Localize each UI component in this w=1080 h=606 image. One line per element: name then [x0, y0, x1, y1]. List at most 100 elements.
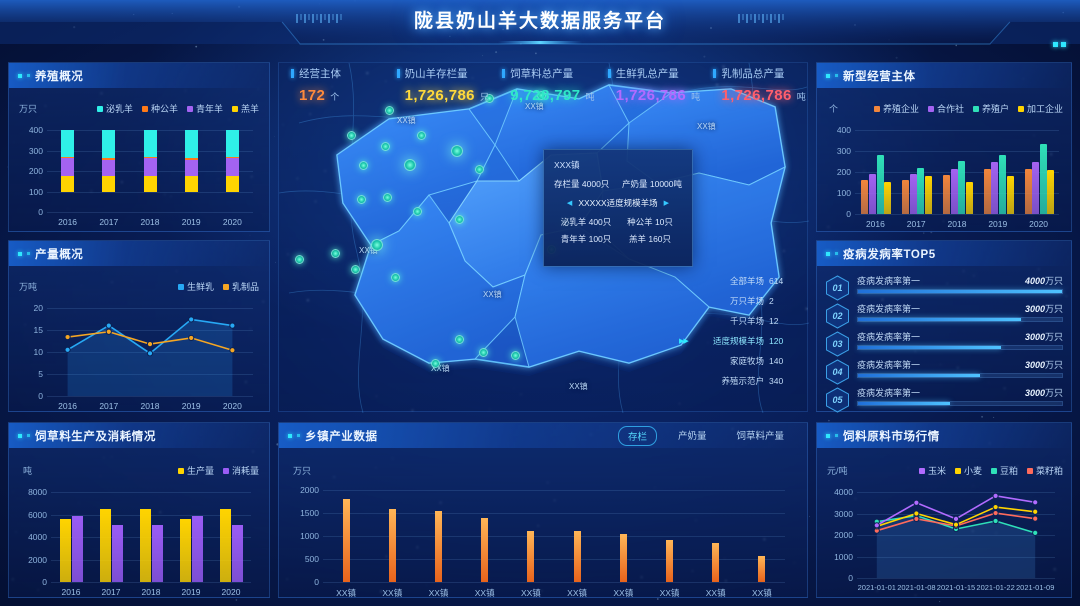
data-point[interactable] — [65, 334, 70, 339]
data-point[interactable] — [993, 504, 998, 509]
bar[interactable] — [343, 499, 350, 582]
map-marker-dot[interactable] — [455, 335, 464, 344]
map-marker-dot[interactable] — [347, 131, 356, 140]
map-marker-dot[interactable] — [295, 255, 304, 264]
bar[interactable] — [435, 511, 442, 582]
legend-item[interactable]: 加工企业 — [1018, 102, 1063, 115]
bar-segment[interactable] — [102, 176, 115, 192]
map-marker-dot[interactable] — [475, 165, 484, 174]
legend-item[interactable]: 养殖户 — [973, 102, 1009, 115]
data-point[interactable] — [189, 317, 194, 322]
bar[interactable] — [884, 182, 891, 214]
bar[interactable] — [1040, 144, 1047, 214]
legend-item[interactable]: 生产量 — [178, 464, 214, 477]
bar[interactable] — [910, 174, 917, 214]
data-point[interactable] — [1033, 509, 1038, 514]
rank-row[interactable]: 03 疫病发病率第一 3000万只 — [825, 330, 1063, 358]
data-point[interactable] — [953, 516, 958, 521]
map-stat-row[interactable]: 万只羊场 2 — [679, 291, 799, 311]
bar[interactable] — [220, 509, 231, 582]
bar[interactable] — [574, 531, 581, 582]
bar[interactable] — [180, 519, 191, 582]
bar[interactable] — [958, 161, 965, 214]
data-point[interactable] — [147, 351, 152, 356]
bar[interactable] — [984, 169, 991, 214]
bar[interactable] — [666, 540, 673, 582]
tooltip-farm-selector[interactable]: ◀ XXXXX适度规模羊场 ▶ — [554, 197, 682, 209]
map-marker-dot[interactable] — [455, 215, 464, 224]
bar-segment[interactable] — [144, 176, 157, 192]
data-point[interactable] — [874, 523, 879, 528]
bar[interactable] — [72, 516, 83, 582]
bar[interactable] — [100, 509, 111, 582]
data-point[interactable] — [1033, 530, 1038, 535]
map-marker-dot[interactable] — [359, 161, 368, 170]
bar[interactable] — [112, 525, 123, 582]
data-point[interactable] — [106, 323, 111, 328]
map-marker-dot[interactable] — [413, 207, 422, 216]
bar[interactable] — [861, 180, 868, 214]
data-point[interactable] — [914, 516, 919, 521]
data-point[interactable] — [230, 348, 235, 353]
next-farm-arrow-icon[interactable]: ▶ — [664, 199, 669, 207]
bar[interactable] — [999, 155, 1006, 214]
township-tab[interactable]: 饲草料产量 — [727, 426, 793, 446]
data-point[interactable] — [914, 511, 919, 516]
bar[interactable] — [192, 516, 203, 582]
township-tab[interactable]: 产奶量 — [669, 426, 716, 446]
legend-item[interactable]: 种公羊 — [142, 102, 178, 115]
data-point[interactable] — [65, 347, 70, 352]
map-marker-dot[interactable] — [331, 249, 340, 258]
map-marker-dot[interactable] — [391, 273, 400, 282]
bar[interactable] — [527, 531, 534, 582]
bar[interactable] — [966, 182, 973, 214]
data-point[interactable] — [993, 518, 998, 523]
map-marker-dot[interactable] — [404, 159, 416, 171]
map-canvas[interactable]: XX镇 XX镇 XX镇 XX镇 XX镇 XX镇 XX镇 XXX镇 — [279, 63, 807, 411]
legend-item[interactable]: 消耗量 — [223, 464, 259, 477]
map-stat-row[interactable]: ▶▶ 适度规模羊场 120 — [679, 331, 799, 351]
legend-item[interactable]: 合作社 — [928, 102, 964, 115]
stacked-bar[interactable] — [185, 130, 198, 212]
legend-item[interactable]: 养殖企业 — [874, 102, 919, 115]
prev-farm-arrow-icon[interactable]: ◀ — [567, 199, 572, 207]
rank-row[interactable]: 05 疫病发病率第一 3000万只 — [825, 386, 1063, 414]
bar[interactable] — [1007, 176, 1014, 214]
bar[interactable] — [925, 176, 932, 214]
bar[interactable] — [758, 556, 765, 582]
bar-segment[interactable] — [61, 158, 74, 175]
bar[interactable] — [877, 155, 884, 214]
data-point[interactable] — [953, 522, 958, 527]
township-tab[interactable]: 存栏 — [618, 426, 657, 446]
bar-segment[interactable] — [144, 130, 157, 157]
bar[interactable] — [152, 525, 163, 582]
data-point[interactable] — [1033, 516, 1038, 521]
map-stat-row[interactable]: 养殖示范户 340 — [679, 371, 799, 391]
bar[interactable] — [951, 169, 958, 214]
data-point[interactable] — [993, 510, 998, 515]
bar[interactable] — [1025, 169, 1032, 214]
rank-row[interactable]: 01 疫病发病率第一 4000万只 — [825, 274, 1063, 302]
map-marker-dot[interactable] — [451, 145, 463, 157]
bar[interactable] — [943, 175, 950, 214]
stacked-bar[interactable] — [61, 130, 74, 212]
bar[interactable] — [60, 519, 71, 582]
bar[interactable] — [902, 180, 909, 214]
rank-row[interactable]: 02 疫病发病率第一 3000万只 — [825, 302, 1063, 330]
map-marker-dot[interactable] — [383, 193, 392, 202]
stacked-bar[interactable] — [226, 130, 239, 212]
bar-segment[interactable] — [185, 130, 198, 158]
bar-segment[interactable] — [144, 158, 157, 175]
map-marker-dot[interactable] — [357, 195, 366, 204]
data-point[interactable] — [230, 323, 235, 328]
bar-segment[interactable] — [226, 130, 239, 157]
bar[interactable] — [1032, 162, 1039, 215]
data-point[interactable] — [106, 329, 111, 334]
map-marker-dot[interactable] — [351, 265, 360, 274]
bar[interactable] — [991, 162, 998, 214]
bar-segment[interactable] — [61, 176, 74, 192]
bar[interactable] — [620, 534, 627, 582]
legend-item[interactable]: 羔羊 — [232, 102, 259, 115]
bar[interactable] — [917, 168, 924, 214]
stacked-bar[interactable] — [144, 130, 157, 212]
